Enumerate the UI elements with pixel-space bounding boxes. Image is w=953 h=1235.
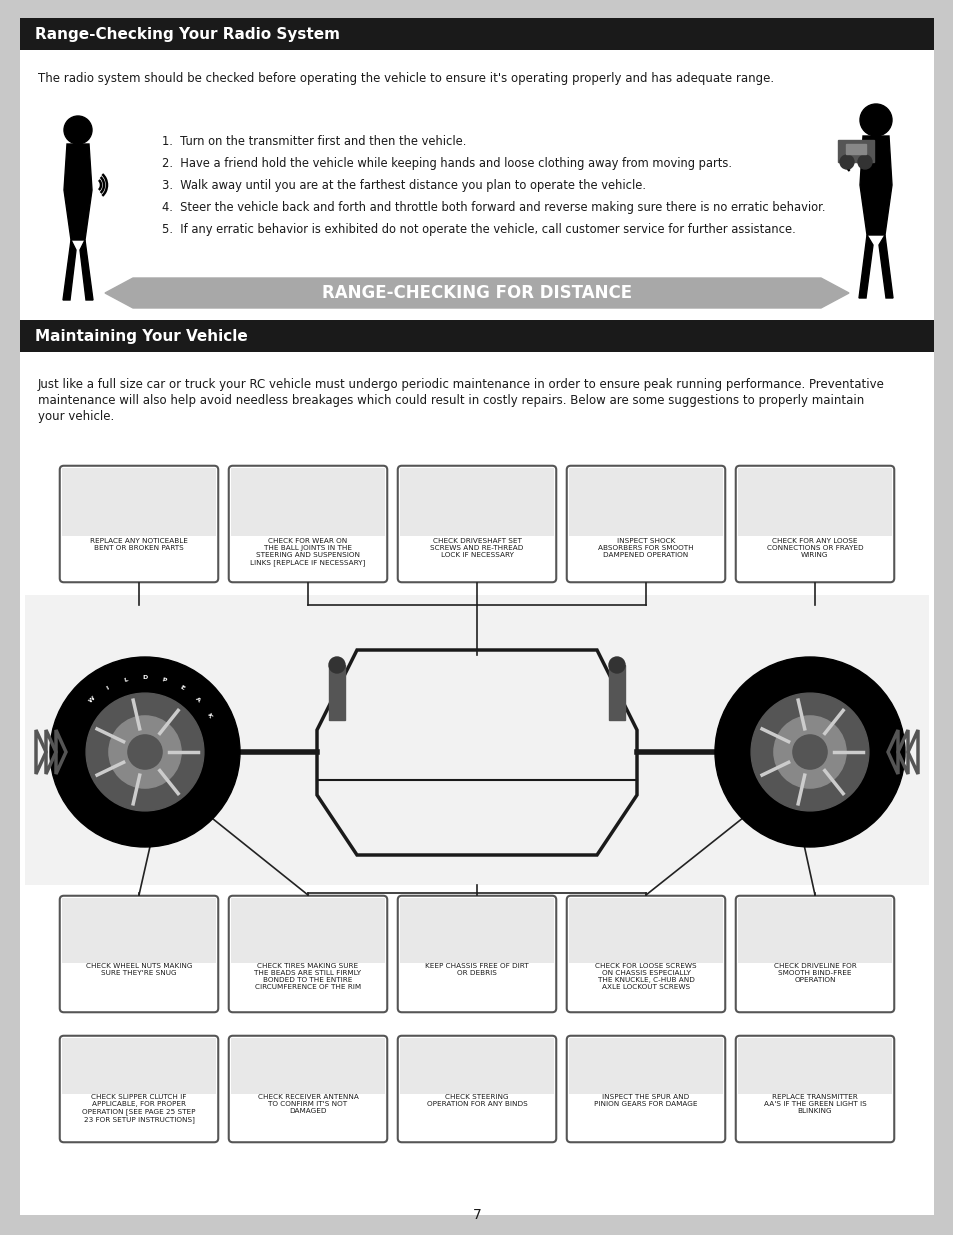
Polygon shape — [63, 240, 76, 300]
Circle shape — [64, 116, 91, 144]
Text: Maintaining Your Vehicle: Maintaining Your Vehicle — [35, 329, 248, 343]
Text: REPLACE ANY NOTICEABLE
BENT OR BROKEN PARTS: REPLACE ANY NOTICEABLE BENT OR BROKEN PA… — [90, 538, 188, 551]
Text: 4.  Steer the vehicle back and forth and throttle both forward and reverse makin: 4. Steer the vehicle back and forth and … — [162, 201, 824, 214]
Bar — [329, 664, 345, 720]
Text: 7: 7 — [472, 1208, 481, 1221]
Text: CHECK FOR LOOSE SCREWS
ON CHASSIS ESPECIALLY
THE KNUCKLE, C-HUB AND
AXLE LOCKOUT: CHECK FOR LOOSE SCREWS ON CHASSIS ESPECI… — [595, 963, 696, 990]
FancyBboxPatch shape — [60, 1036, 218, 1142]
Text: I: I — [106, 685, 111, 690]
Text: Range-Checking Your Radio System: Range-Checking Your Radio System — [35, 26, 339, 42]
Text: CHECK FOR WEAR ON
THE BALL JOINTS IN THE
STEERING AND SUSPENSION
LINKS [REPLACE : CHECK FOR WEAR ON THE BALL JOINTS IN THE… — [250, 538, 365, 566]
Polygon shape — [878, 235, 892, 298]
Bar — [738, 898, 891, 963]
Bar — [20, 19, 933, 49]
FancyBboxPatch shape — [397, 895, 556, 1013]
Text: W: W — [89, 695, 96, 704]
Text: INSPECT THE SPUR AND
PINION GEARS FOR DAMAGE: INSPECT THE SPUR AND PINION GEARS FOR DA… — [594, 1094, 697, 1108]
Bar — [568, 468, 722, 536]
Circle shape — [857, 156, 871, 169]
Bar — [62, 1037, 215, 1094]
Text: L: L — [123, 678, 129, 683]
Bar — [231, 468, 385, 536]
FancyBboxPatch shape — [566, 1036, 724, 1142]
Text: CHECK TIRES MAKING SURE
THE BEADS ARE STILL FIRMLY
BONDED TO THE ENTIRE
CIRCUMFE: CHECK TIRES MAKING SURE THE BEADS ARE ST… — [254, 963, 361, 990]
Polygon shape — [64, 144, 91, 240]
Bar — [399, 1037, 554, 1094]
Bar — [399, 468, 554, 536]
Text: CHECK RECEIVER ANTENNA
TO CONFIRM IT'S NOT
DAMAGED: CHECK RECEIVER ANTENNA TO CONFIRM IT'S N… — [257, 1094, 358, 1114]
Text: CHECK DRIVELINE FOR
SMOOTH BIND-FREE
OPERATION: CHECK DRIVELINE FOR SMOOTH BIND-FREE OPE… — [773, 963, 856, 983]
Circle shape — [109, 716, 181, 788]
FancyBboxPatch shape — [229, 895, 387, 1013]
Circle shape — [128, 735, 162, 769]
Text: The radio system should be checked before operating the vehicle to ensure it's o: The radio system should be checked befor… — [38, 72, 773, 85]
FancyBboxPatch shape — [735, 1036, 893, 1142]
FancyBboxPatch shape — [735, 466, 893, 582]
Text: K: K — [206, 711, 213, 719]
Circle shape — [86, 693, 204, 811]
FancyBboxPatch shape — [735, 895, 893, 1013]
FancyBboxPatch shape — [229, 1036, 387, 1142]
Text: CHECK STEERING
OPERATION FOR ANY BINDS: CHECK STEERING OPERATION FOR ANY BINDS — [426, 1094, 527, 1108]
Text: CHECK DRIVESHAFT SET
SCREWS AND RE-THREAD
LOCK IF NECESSARY: CHECK DRIVESHAFT SET SCREWS AND RE-THREA… — [430, 538, 523, 558]
Text: 1.  Turn on the transmitter first and then the vehicle.: 1. Turn on the transmitter first and the… — [162, 135, 466, 148]
Text: Just like a full size car or truck your RC vehicle must undergo periodic mainten: Just like a full size car or truck your … — [38, 378, 884, 391]
Text: INSPECT SHOCK
ABSORBERS FOR SMOOTH
DAMPENED OPERATION: INSPECT SHOCK ABSORBERS FOR SMOOTH DAMPE… — [598, 538, 693, 558]
Polygon shape — [858, 235, 872, 298]
Bar — [62, 898, 215, 963]
Text: A: A — [193, 697, 201, 703]
Bar — [568, 898, 722, 963]
FancyBboxPatch shape — [60, 466, 218, 582]
Text: REPLACE TRANSMITTER
AA'S IF THE GREEN LIGHT IS
BLINKING: REPLACE TRANSMITTER AA'S IF THE GREEN LI… — [762, 1094, 865, 1114]
Circle shape — [859, 104, 891, 136]
Text: 2.  Have a friend hold the vehicle while keeping hands and loose clothing away f: 2. Have a friend hold the vehicle while … — [162, 157, 731, 170]
Bar — [845, 144, 865, 154]
FancyBboxPatch shape — [566, 895, 724, 1013]
Polygon shape — [80, 240, 92, 300]
Text: 5.  If any erratic behavior is exhibited do not operate the vehicle, call custom: 5. If any erratic behavior is exhibited … — [162, 224, 795, 236]
Text: 3.  Walk away until you are at the farthest distance you plan to operate the veh: 3. Walk away until you are at the farthe… — [162, 179, 645, 191]
FancyBboxPatch shape — [229, 466, 387, 582]
Text: CHECK FOR ANY LOOSE
CONNECTIONS OR FRAYED
WIRING: CHECK FOR ANY LOOSE CONNECTIONS OR FRAYE… — [766, 538, 862, 558]
FancyBboxPatch shape — [397, 1036, 556, 1142]
Text: KEEP CHASSIS FREE OF DIRT
OR DEBRIS: KEEP CHASSIS FREE OF DIRT OR DEBRIS — [425, 963, 528, 977]
Text: maintenance will also help avoid needless breakages which could result in costly: maintenance will also help avoid needles… — [38, 394, 863, 408]
Bar — [231, 898, 385, 963]
Text: RANGE-CHECKING FOR DISTANCE: RANGE-CHECKING FOR DISTANCE — [321, 284, 632, 303]
Bar — [231, 1037, 385, 1094]
FancyBboxPatch shape — [60, 895, 218, 1013]
Text: CHECK WHEEL NUTS MAKING
SURE THEY'RE SNUG: CHECK WHEEL NUTS MAKING SURE THEY'RE SNU… — [86, 963, 193, 977]
Circle shape — [773, 716, 845, 788]
Bar — [568, 1037, 722, 1094]
Circle shape — [750, 693, 868, 811]
Text: E: E — [179, 684, 185, 692]
Bar — [738, 1037, 891, 1094]
Circle shape — [714, 657, 904, 847]
Bar — [20, 320, 933, 352]
Text: P: P — [161, 678, 167, 683]
Bar — [25, 595, 928, 885]
Bar — [62, 468, 215, 536]
Circle shape — [329, 657, 345, 673]
Circle shape — [792, 735, 826, 769]
Text: D: D — [142, 676, 148, 680]
Circle shape — [50, 657, 240, 847]
FancyBboxPatch shape — [566, 466, 724, 582]
Polygon shape — [105, 278, 848, 308]
Bar — [608, 664, 624, 720]
FancyBboxPatch shape — [397, 466, 556, 582]
Text: CHECK SLIPPER CLUTCH IF
APPLICABLE, FOR PROPER
OPERATION [SEE PAGE 25 STEP
23 FO: CHECK SLIPPER CLUTCH IF APPLICABLE, FOR … — [82, 1094, 195, 1123]
Bar — [738, 468, 891, 536]
Circle shape — [608, 657, 624, 673]
Bar — [399, 898, 554, 963]
Polygon shape — [859, 136, 891, 235]
Circle shape — [840, 156, 853, 169]
Text: your vehicle.: your vehicle. — [38, 410, 114, 424]
Bar — [837, 140, 873, 162]
